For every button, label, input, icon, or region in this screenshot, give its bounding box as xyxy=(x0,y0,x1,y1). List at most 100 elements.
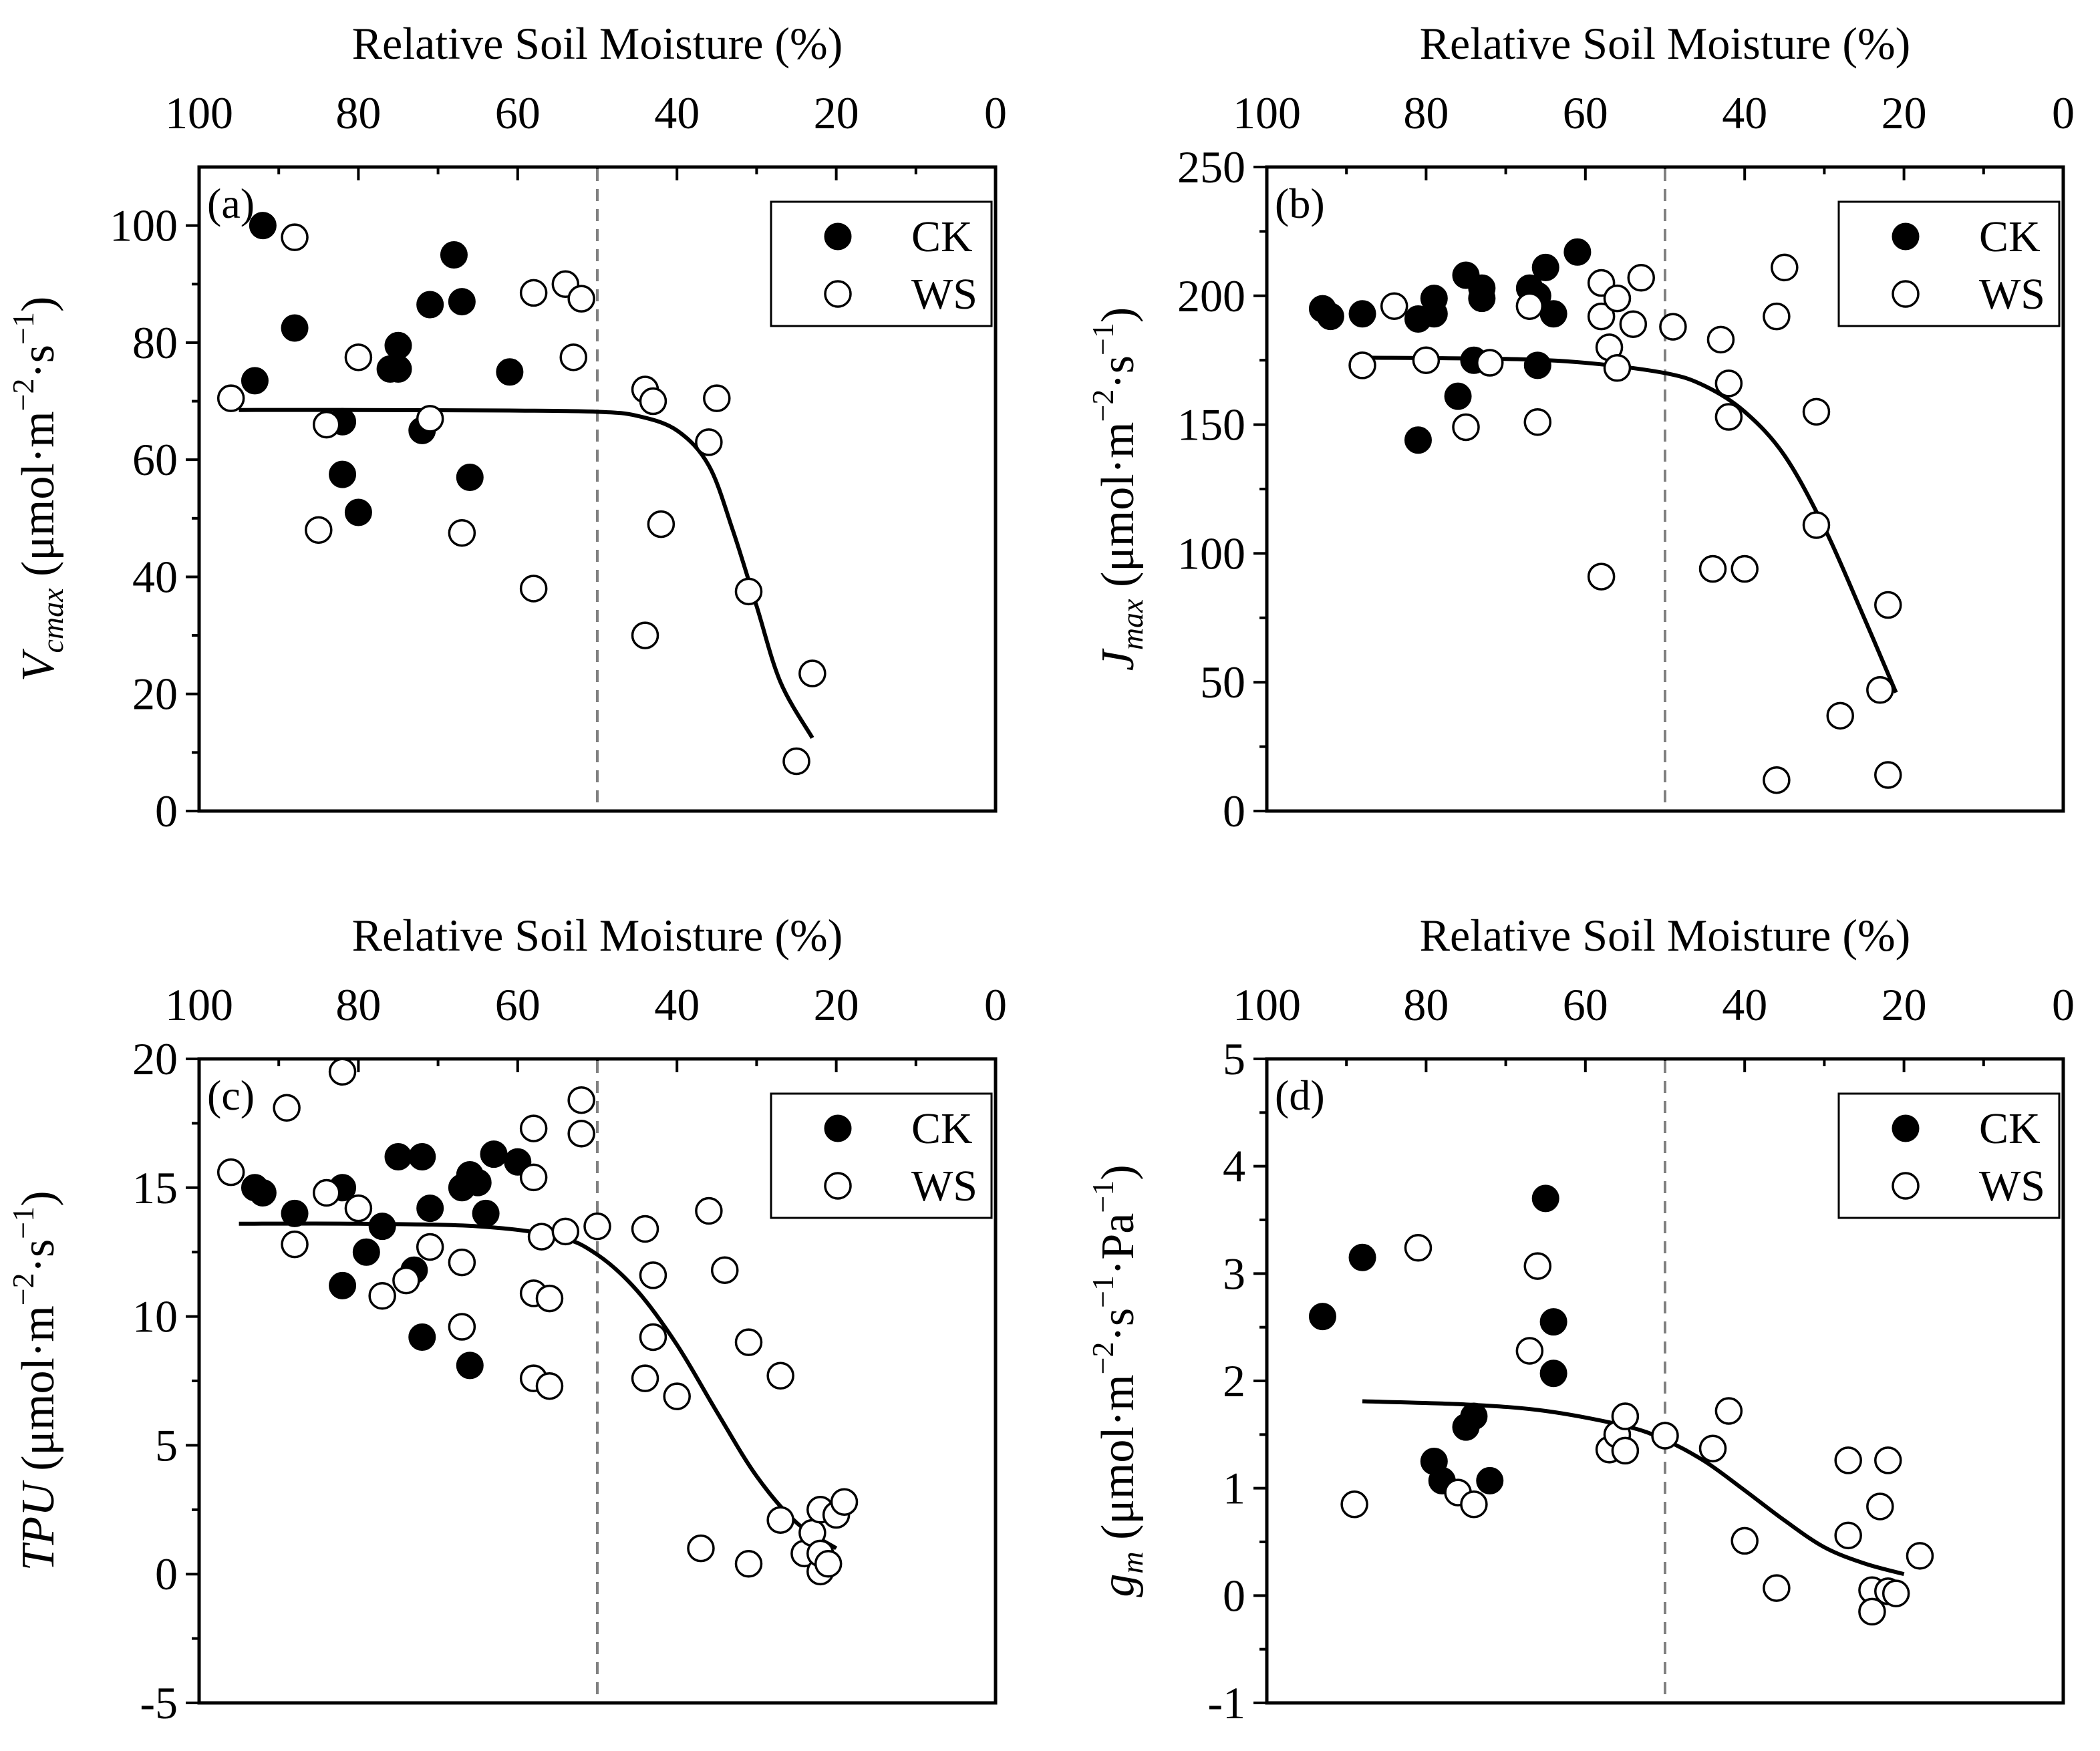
y-tick-label: 20 xyxy=(132,669,178,720)
legend-box xyxy=(1837,200,2061,327)
ck-point xyxy=(249,212,277,240)
y-tick-label: 50 xyxy=(1200,657,1245,707)
ws-point xyxy=(1802,511,1831,539)
y-tick-label: 5 xyxy=(1223,1033,1245,1084)
ws-point xyxy=(583,1212,611,1241)
ws-point xyxy=(519,1163,548,1192)
ws-point xyxy=(1523,1252,1552,1280)
legend-ws-marker xyxy=(1892,280,1920,308)
ws-point xyxy=(1834,1446,1862,1474)
y-axis-unit: (μmol·m xyxy=(13,411,64,588)
ck-point xyxy=(408,1323,436,1351)
ws-point xyxy=(1874,1446,1902,1474)
y-tick-label: 60 xyxy=(132,434,178,485)
fit-curve xyxy=(1362,1399,1905,1577)
ck-point xyxy=(416,1195,444,1223)
ws-point xyxy=(782,747,810,776)
ck-point xyxy=(384,331,412,359)
ck-point xyxy=(416,291,444,319)
panel-label: (b) xyxy=(1275,180,1325,227)
x-tick-label: 40 xyxy=(654,88,700,138)
legend-ws-label: WS xyxy=(1979,270,2045,319)
x-tick-label: 80 xyxy=(1403,979,1449,1030)
ws-point xyxy=(631,1215,659,1243)
ck-point xyxy=(1539,300,1567,328)
top-x-axis-title: Relative Soil Moisture (%) xyxy=(1420,18,1911,69)
ws-point xyxy=(519,279,548,307)
ws-point xyxy=(1714,1397,1743,1425)
y-tick-label: 100 xyxy=(110,200,178,251)
ck-point xyxy=(281,1199,309,1227)
legend-ck-marker xyxy=(1892,222,1920,251)
legend-box xyxy=(770,1092,993,1219)
ws-point xyxy=(273,1094,301,1122)
y-axis-unit: (μmol·m xyxy=(1092,1374,1144,1551)
y-axis-title: Jmax (μmol·m−2·s−1) xyxy=(1086,307,1149,671)
legend-ck-marker xyxy=(824,1114,852,1142)
ck-point xyxy=(1523,351,1551,379)
ws-point xyxy=(535,1284,564,1313)
ws-point xyxy=(567,1086,595,1114)
ck-point xyxy=(456,1351,484,1380)
x-tick-label: 80 xyxy=(335,88,381,138)
legend-ck-marker xyxy=(824,222,852,251)
x-tick-label: 40 xyxy=(1722,979,1767,1030)
x-tick-label: 0 xyxy=(2052,88,2075,138)
ck-point xyxy=(440,241,468,269)
ck-point xyxy=(329,1271,357,1299)
y-axis-unit: ) xyxy=(1092,307,1144,323)
y-axis-superscript: −2 xyxy=(6,1273,40,1305)
x-tick-label: 40 xyxy=(1722,88,1767,138)
y-axis-title: gm (μmol·m−2·s−1·Pa−1) xyxy=(1086,1164,1149,1597)
fit-curve xyxy=(239,408,814,739)
y-tick-label: 0 xyxy=(155,786,178,836)
ck-point xyxy=(1460,1402,1488,1430)
y-axis-subscript: max xyxy=(1115,599,1149,650)
y-axis-superscript: −1 xyxy=(6,312,40,345)
x-tick-label: 0 xyxy=(984,979,1007,1030)
y-tick-label: 100 xyxy=(1177,528,1245,579)
ws-point xyxy=(1866,1492,1894,1521)
fit-curve xyxy=(1362,355,1898,693)
y-axis-title: TPU (μmol·m−2·s−1) xyxy=(6,1190,64,1571)
ws-point xyxy=(551,1217,580,1246)
panel-label: (c) xyxy=(207,1072,255,1119)
ws-point xyxy=(798,659,827,687)
ck-point xyxy=(1444,382,1472,410)
ws-point xyxy=(734,1550,763,1578)
ck-point xyxy=(1531,253,1559,281)
ws-point xyxy=(368,1282,396,1310)
legend-ws-label: WS xyxy=(911,270,978,319)
ck-point xyxy=(408,1143,436,1171)
y-tick-label: 250 xyxy=(1177,142,1245,192)
ws-point xyxy=(639,1323,667,1351)
y-axis-symbol: TPU xyxy=(13,1480,64,1571)
y-axis-symbol: V xyxy=(13,648,64,681)
ws-point xyxy=(639,1261,667,1289)
y-axis-superscript: −2 xyxy=(1086,389,1120,422)
ck-point xyxy=(456,463,484,491)
x-tick-label: 100 xyxy=(1233,88,1301,138)
ws-point xyxy=(1771,253,1799,282)
ck-point xyxy=(384,355,412,383)
legend-ws-marker xyxy=(1892,1172,1920,1200)
ws-point xyxy=(830,1488,859,1516)
x-tick-label: 20 xyxy=(814,979,859,1030)
ws-point xyxy=(281,223,309,251)
y-axis-superscript: −1 xyxy=(1086,1180,1120,1213)
y-axis-unit: (μmol·m xyxy=(1092,422,1144,599)
y-axis-unit: (μmol·m xyxy=(13,1305,64,1482)
ws-point xyxy=(392,1266,420,1295)
ck-point xyxy=(1468,285,1496,313)
ws-point xyxy=(1587,563,1616,591)
panel-label: (d) xyxy=(1275,1072,1325,1119)
ws-point xyxy=(1714,403,1743,431)
ck-point xyxy=(1316,303,1344,331)
ws-point xyxy=(663,1382,691,1410)
ws-point xyxy=(216,384,245,412)
x-tick-label: 100 xyxy=(165,88,233,138)
ws-point xyxy=(1731,554,1759,583)
x-tick-label: 80 xyxy=(335,979,381,1030)
ck-point xyxy=(464,1168,492,1197)
y-axis-superscript: −2 xyxy=(1086,1341,1120,1374)
